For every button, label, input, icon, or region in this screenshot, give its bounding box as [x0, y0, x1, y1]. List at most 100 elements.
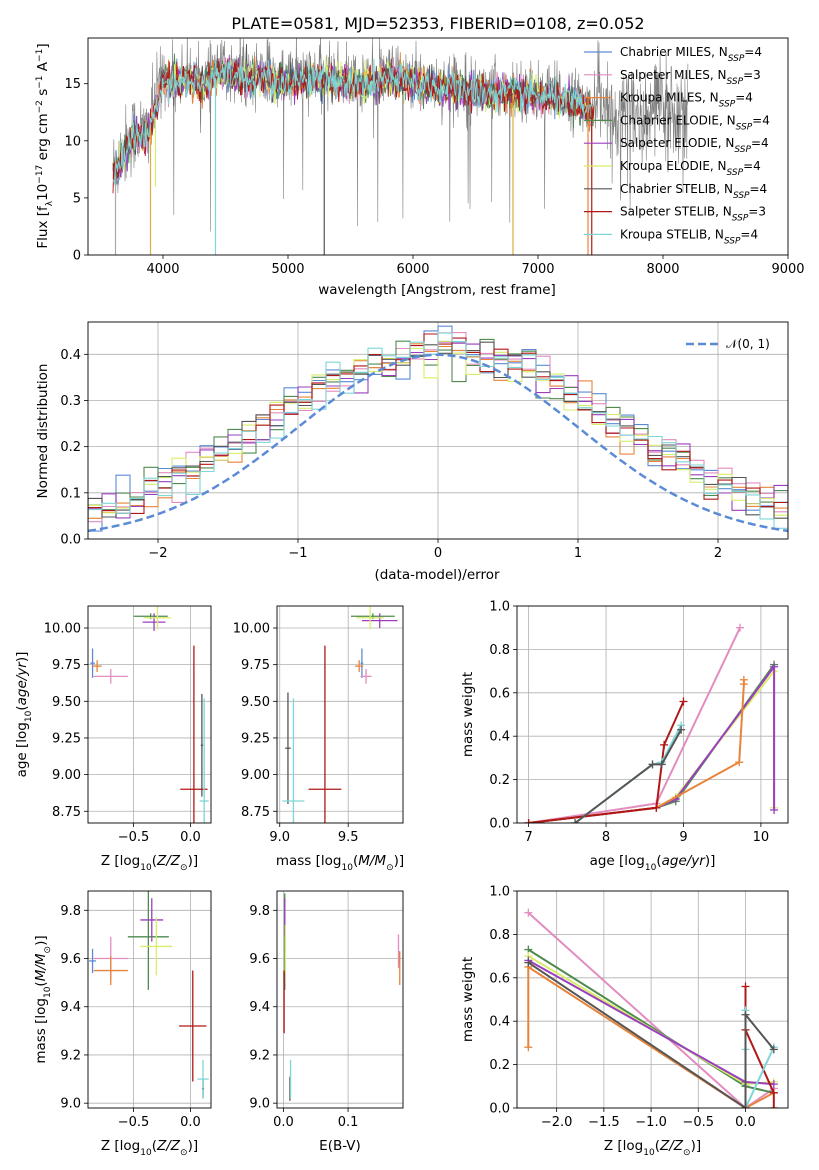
x-tick-label: 8 [602, 830, 610, 845]
label-part: ⊙ [43, 946, 53, 954]
label-part: Z [log [101, 853, 140, 869]
x-tick-label: −2.0 [541, 1115, 573, 1130]
data-marker [652, 803, 661, 812]
point-salpeter-stelib [308, 645, 342, 823]
y-tick-label: 9.75 [241, 658, 270, 673]
y-tick-label: 9.25 [241, 731, 270, 746]
y-tick-label: 0.3 [60, 394, 81, 409]
y-tick-label: 15 [64, 77, 81, 92]
x-axis-label: Z [log10(Z/Z⊙)] [101, 1138, 198, 1158]
label-part: =3 [743, 68, 761, 82]
y-tick-label: 9.75 [52, 658, 81, 673]
label-part: ( [152, 853, 157, 869]
point-kroupa-stelib [197, 1059, 209, 1099]
y-tick-label: 1.0 [489, 885, 510, 900]
axes-frame [87, 605, 212, 824]
legend-entry: Salpeter STELIB, NSSP=3 [620, 205, 766, 224]
x-tick-label: 7000 [521, 262, 554, 277]
label-part: =4 [743, 159, 761, 173]
label-part: =3 [748, 205, 766, 219]
y-axis-label: mass weight [460, 672, 476, 757]
point-kroupa-miles [92, 660, 102, 672]
y-tick-label: 0.2 [60, 440, 81, 455]
x-tick-label: 0.0 [273, 1115, 294, 1130]
label-part: =4 [740, 227, 758, 241]
label-part: Z/Z [156, 1138, 181, 1154]
point-salpeter-miles [360, 669, 372, 684]
x-tick-label: 5000 [271, 262, 304, 277]
legend-entry: Chabrier MILES, NSSP=4 [620, 45, 762, 64]
y-tick-label: 0.1 [60, 486, 81, 501]
y-tick-label: 0.6 [489, 971, 510, 986]
x-tick-label: 7 [524, 830, 532, 845]
y-axis-label: mass [log10(M/M⊙)] [33, 935, 53, 1063]
label-part: −1 [35, 75, 45, 88]
label-part: M/M [33, 953, 49, 981]
label-part: SSP [736, 122, 753, 132]
hist-chabrier-elodie [88, 338, 788, 511]
label-part: −17 [35, 165, 45, 184]
label-part: mass weight [460, 672, 476, 757]
label-part: Normed distribution [35, 364, 51, 499]
point-chabrier-miles [90, 648, 95, 678]
point-chabrier-elodie [127, 891, 169, 990]
legend-entry: Salpeter ELODIE, NSSP=4 [620, 136, 769, 155]
point-salpeter-stelib [179, 970, 207, 1082]
x-tick-label: −0.5 [118, 830, 150, 845]
label-part: ⊙ [180, 1148, 188, 1158]
data-marker [524, 958, 533, 967]
label-part: SSP [719, 100, 736, 110]
series-chabrier-stelib [574, 729, 682, 823]
x-axis-label: (data-model)/error [374, 567, 500, 583]
axes-frame [516, 890, 789, 1109]
x-tick-label: 9000 [771, 262, 804, 277]
label-part: 10 [643, 1148, 655, 1158]
point-kroupa-stelib [282, 698, 305, 823]
data-marker [739, 675, 748, 684]
y-tick-label: 5 [73, 191, 81, 206]
data-marker [769, 1088, 778, 1097]
label-part: Z/Z [659, 1138, 684, 1154]
label-part: )] [705, 853, 716, 869]
x-tick-label: 8000 [646, 262, 679, 277]
y-tick-label: 10.00 [233, 621, 270, 636]
y-tick-label: 9.6 [249, 952, 270, 967]
y-tick-label: 0.0 [60, 533, 81, 548]
data-marker [677, 725, 686, 734]
legend-entry: 𝒩(0, 1) [726, 337, 770, 351]
series-salpeter-stelib [528, 701, 685, 823]
x-tick-label: 2 [714, 546, 722, 561]
label-part: Kroupa ELODIE, N [620, 159, 727, 173]
point-salpeter-miles [93, 669, 128, 684]
legend-entry: Salpeter MILES, NSSP=3 [620, 68, 761, 87]
y-tick-label: 9.2 [249, 1048, 270, 1063]
y-tick-label: 9.0 [60, 1097, 81, 1112]
label-part: ( [353, 853, 358, 869]
y-axis-label: mass weight [460, 957, 476, 1042]
y-tick-label: 9.00 [52, 768, 81, 783]
y-tick-label: 9.0 [249, 1097, 270, 1112]
point-kroupa-miles [355, 660, 364, 672]
label-part: =4 [750, 182, 768, 196]
x-tick-label: −1 [288, 546, 307, 561]
x-tick-label: 0.0 [180, 830, 201, 845]
label-part: ( [152, 1138, 157, 1154]
data-marker [741, 982, 750, 991]
y-tick-label: 8.75 [52, 805, 81, 820]
axes-frame [87, 890, 212, 1109]
label-part: ( [33, 981, 49, 986]
x-axis-label: mass [log10(M/M⊙)] [276, 853, 404, 873]
normal-curve [88, 353, 788, 533]
point-salpeter-stelib [180, 645, 208, 823]
legend-entry: Kroupa STELIB, NSSP=4 [620, 227, 758, 246]
label-part: ⊙ [683, 1148, 691, 1158]
data-marker [735, 623, 744, 632]
point-kroupa-elodie [143, 606, 172, 630]
x-tick-label: 1 [574, 546, 582, 561]
label-part: Kroupa MILES, N [620, 91, 719, 105]
point-kroupa-elodie [140, 917, 173, 976]
label-part: Salpeter STELIB, N [620, 205, 732, 219]
y-tick-label: 9.8 [60, 904, 81, 919]
x-tick-label: −0.5 [118, 1115, 150, 1130]
y-tick-label: 0.2 [489, 773, 510, 788]
